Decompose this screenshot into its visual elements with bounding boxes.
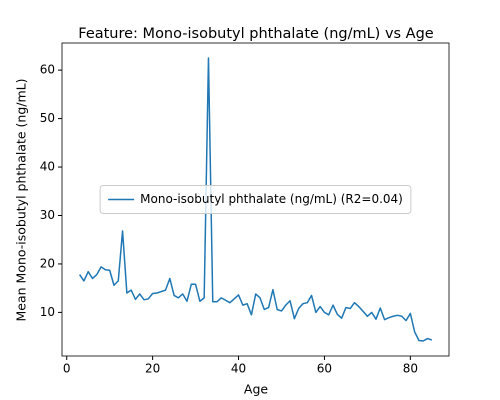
chart-title: Feature: Mono-isobutyl phthalate (ng/mL)… [78, 26, 434, 42]
y-tick-label: 10 [40, 305, 55, 319]
x-tick-label: 20 [145, 362, 160, 376]
x-tick-label: 40 [231, 362, 246, 376]
y-axis-label: Mean Mono-isobutyl phthalate (ng/mL) [14, 78, 29, 321]
legend-box [99, 185, 412, 214]
y-tick-label: 40 [40, 160, 55, 174]
plot-frame [61, 42, 450, 357]
x-axis-label: Age [244, 382, 268, 397]
x-tick-label: 60 [317, 362, 332, 376]
legend-label: Mono-isobutyl phthalate (ng/mL) (R2=0.04… [140, 192, 403, 206]
y-tick-label: 50 [40, 111, 55, 125]
y-tick-label: 60 [40, 63, 55, 77]
x-tick-label: 0 [63, 362, 71, 376]
x-tick-label: 80 [403, 362, 418, 376]
y-tick-label: 30 [40, 208, 55, 222]
data-line [78, 57, 433, 342]
y-tick-label: 20 [40, 256, 55, 270]
